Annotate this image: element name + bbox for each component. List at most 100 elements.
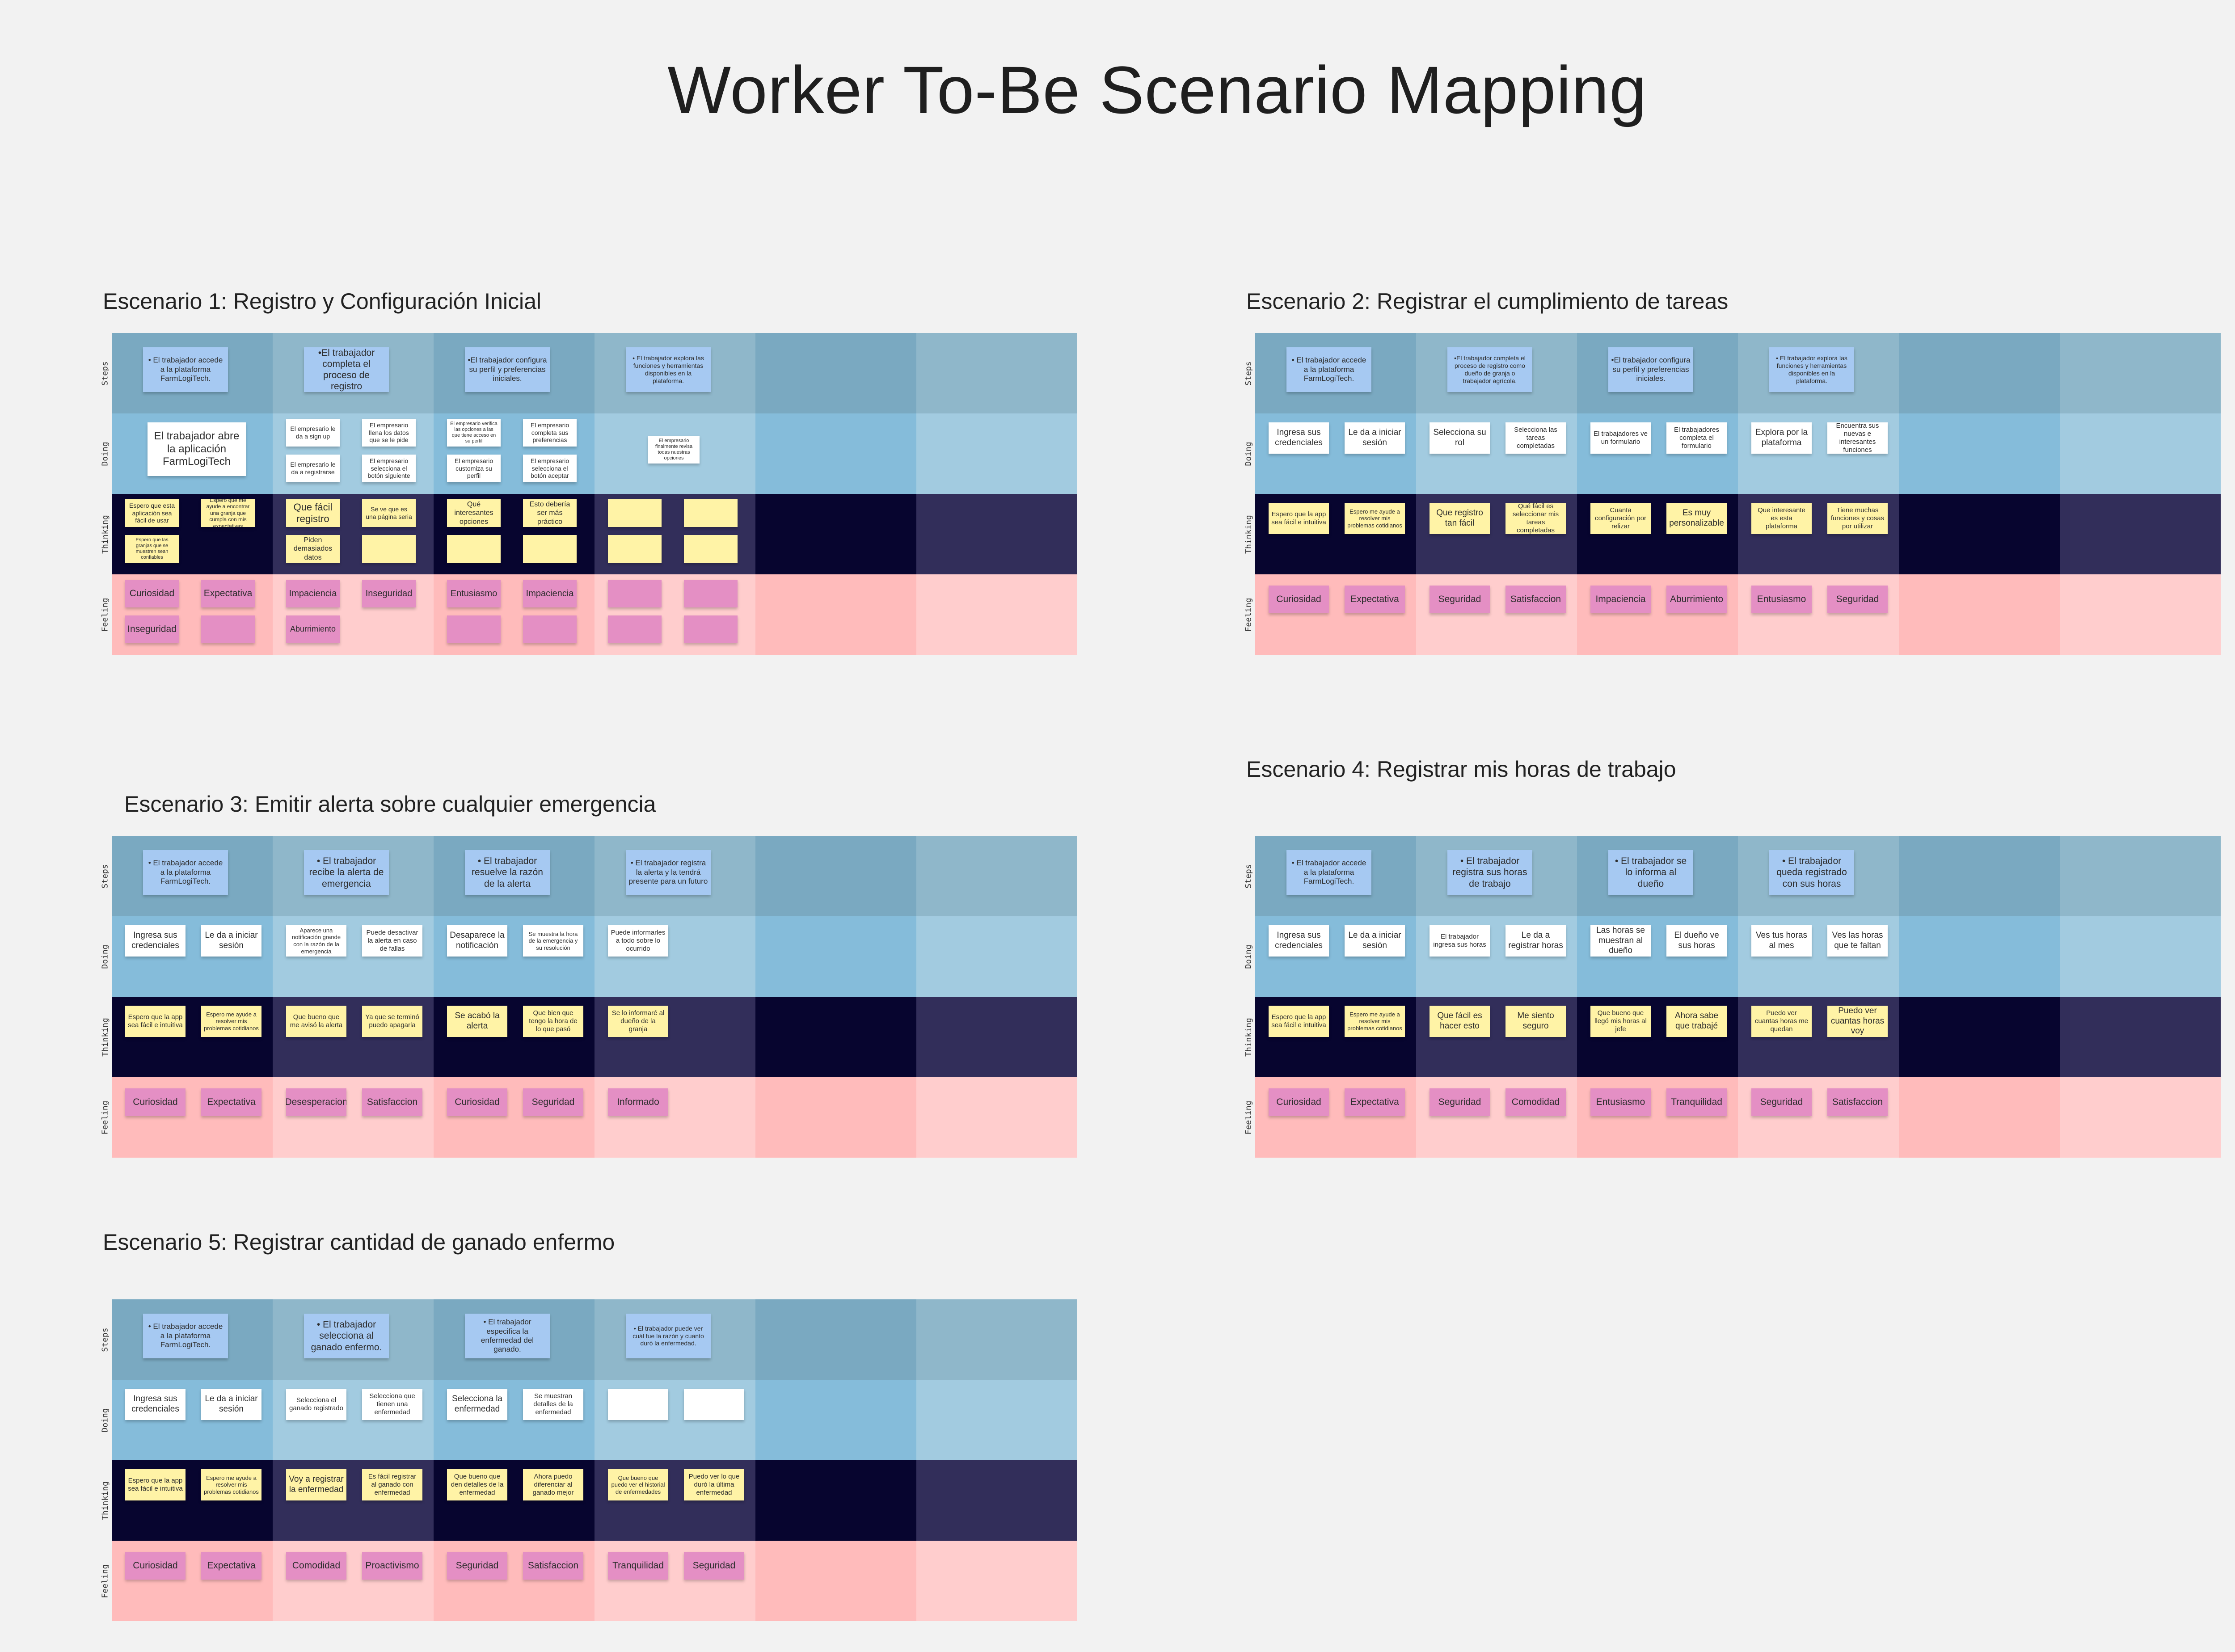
feeling-note[interactable]: Impaciencia [523, 580, 577, 607]
doing-note[interactable]: El empresario le da a registrarse [286, 455, 340, 482]
doing-note[interactable]: El empresario selecciona el botón siguie… [362, 455, 416, 482]
feeling-note[interactable] [608, 615, 662, 643]
thinking-note[interactable]: Esto debería ser más práctico [523, 499, 577, 527]
doing-note[interactable]: Le da a iniciar sesión [1345, 422, 1405, 454]
thinking-note[interactable]: Que fácil es hacer esto [1430, 1006, 1490, 1037]
feeling-note[interactable]: Seguridad [1827, 586, 1888, 613]
doing-note[interactable]: Ves las horas que te faltan [1827, 925, 1888, 957]
thinking-note[interactable]: Qué interesantes opciones [447, 499, 501, 527]
feeling-note[interactable]: Satisfaccion [1505, 586, 1566, 613]
thinking-note[interactable] [608, 535, 662, 563]
feeling-note[interactable]: Curiosidad [125, 1552, 186, 1580]
step-note[interactable]: • El trabajador explora las funciones y … [1769, 347, 1854, 392]
feeling-note[interactable]: Expectativa [201, 1088, 261, 1116]
feeling-note[interactable]: Comodidad [286, 1552, 346, 1580]
feeling-note[interactable]: Seguridad [1430, 586, 1490, 613]
doing-note[interactable]: El empresario le da a sign up [286, 419, 340, 447]
feeling-note[interactable]: Curiosidad [1269, 586, 1329, 613]
doing-note[interactable]: El empresario customiza su perfil [447, 455, 501, 482]
step-note[interactable]: • El trabajador explora las funciones y … [626, 347, 711, 392]
step-note[interactable]: • El trabajador queda registrado con sus… [1769, 850, 1854, 895]
feeling-note[interactable] [201, 615, 255, 643]
thinking-note[interactable]: Que registro tan fácil [1430, 503, 1490, 534]
doing-note[interactable]: El trabajador ingresa sus horas [1430, 925, 1490, 957]
feeling-note[interactable]: Proactivismo [362, 1552, 422, 1580]
thinking-note[interactable]: Voy a registrar la enfermedad [286, 1469, 346, 1500]
thinking-note[interactable]: Ahora sabe que trabajé [1666, 1006, 1727, 1037]
thinking-note[interactable]: Se ve que es una página seria [362, 499, 416, 527]
doing-note[interactable]: Ves tus horas al mes [1751, 925, 1812, 957]
doing-note[interactable]: Se muestra la hora de la emergencia y su… [523, 925, 583, 957]
doing-note[interactable]: El empresario finalmente revisa todas nu… [648, 436, 700, 464]
doing-note[interactable] [608, 1389, 668, 1420]
feeling-note[interactable]: Seguridad [523, 1088, 583, 1116]
doing-note[interactable]: El trabajador abre la aplicación FarmLog… [148, 422, 246, 476]
doing-note[interactable]: El empresario selecciona el botón acepta… [523, 455, 577, 482]
thinking-note[interactable]: Es muy personalizable [1666, 503, 1727, 534]
feeling-note[interactable]: Seguridad [447, 1552, 507, 1580]
doing-note[interactable]: Le da a iniciar sesión [201, 925, 261, 957]
feeling-note[interactable]: Impaciencia [286, 580, 340, 607]
thinking-note[interactable]: Espero que esta aplicación sea fácil de … [125, 499, 179, 527]
step-note[interactable]: • El trabajador registra sus horas de tr… [1447, 850, 1532, 895]
thinking-note[interactable]: Espero que la app sea fácil e intuitiva [1269, 503, 1329, 534]
step-note[interactable]: • El trabajador registra la alerta y la … [626, 850, 711, 895]
thinking-note[interactable]: Que fácil registro [286, 499, 340, 527]
thinking-note[interactable]: Que bueno que puedo ver el historial de … [608, 1469, 668, 1500]
doing-note[interactable]: El empresario llena los datos que se le … [362, 419, 416, 447]
thinking-note[interactable]: Espero me ayude a resolver mis problemas… [1345, 503, 1405, 534]
feeling-note[interactable] [684, 580, 738, 607]
step-note[interactable]: • El trabajador accede a la plataforma F… [143, 347, 228, 392]
thinking-note[interactable]: Puedo ver cuantas horas voy [1827, 1006, 1888, 1037]
thinking-note[interactable]: Espero que la app sea fácil e intuitiva [1269, 1006, 1329, 1037]
thinking-note[interactable]: Espero que la app sea fácil e intuitiva [125, 1006, 186, 1037]
step-note[interactable]: •El trabajador completa el proceso de re… [304, 347, 389, 392]
feeling-note[interactable]: Entusiasmo [1751, 586, 1812, 613]
feeling-note[interactable]: Expectativa [201, 1552, 261, 1580]
step-note[interactable]: • El trabajador accede a la plataforma F… [143, 1314, 228, 1358]
thinking-note[interactable]: Espero me ayude a resolver mis problemas… [201, 1006, 261, 1037]
thinking-note[interactable]: Espero me ayude a resolver mis problemas… [201, 1469, 261, 1500]
thinking-note[interactable]: Se lo informaré al dueño de la granja [608, 1006, 668, 1037]
thinking-note[interactable]: Me siento seguro [1505, 1006, 1566, 1037]
step-note[interactable]: •El trabajador configura su perfil y pre… [1608, 347, 1693, 392]
feeling-note[interactable]: Desesperacion [286, 1088, 346, 1116]
step-note[interactable]: • El trabajador accede a la plataforma F… [1286, 347, 1371, 392]
doing-note[interactable]: Le da a iniciar sesión [1345, 925, 1405, 957]
feeling-note[interactable]: Satisfaccion [362, 1088, 422, 1116]
thinking-note[interactable] [684, 535, 738, 563]
thinking-note[interactable]: Tiene muchas funciones y cosas por utili… [1827, 503, 1888, 534]
feeling-note[interactable]: Informado [608, 1088, 668, 1116]
feeling-note[interactable]: Impaciencia [1590, 586, 1651, 613]
step-note[interactable]: • El trabajador accede a la plataforma F… [1286, 850, 1371, 895]
doing-note[interactable]: Explora por la plataforma [1751, 422, 1812, 454]
doing-note[interactable]: El trabajadores completa el formulario [1666, 422, 1727, 454]
doing-note[interactable]: Selecciona la enfermedad [447, 1389, 507, 1420]
feeling-note[interactable]: Satisfaccion [1827, 1088, 1888, 1116]
doing-note[interactable]: Desaparece la notificación [447, 925, 507, 957]
doing-note[interactable]: Ingresa sus credenciales [1269, 925, 1329, 957]
doing-note[interactable]: Selecciona las tareas completadas [1505, 422, 1566, 454]
step-note[interactable]: • El trabajador recibe la alerta de emer… [304, 850, 389, 895]
feeling-note[interactable]: Curiosidad [125, 580, 179, 607]
doing-note[interactable]: El empresario completa sus preferencias [523, 419, 577, 447]
thinking-note[interactable]: Que bien que tengo la hora de lo que pas… [523, 1006, 583, 1037]
thinking-note[interactable] [608, 499, 662, 527]
thinking-note[interactable]: Espero que me ayude a encontrar una gran… [201, 499, 255, 527]
feeling-note[interactable]: Inseguridad [362, 580, 416, 607]
feeling-note[interactable]: Entusiasmo [447, 580, 501, 607]
thinking-note[interactable] [362, 535, 416, 563]
feeling-note[interactable] [523, 615, 577, 643]
feeling-note[interactable]: Aburrimiento [286, 615, 340, 643]
doing-note[interactable]: Puede desactivar la alerta en caso de fa… [362, 925, 422, 957]
feeling-note[interactable] [608, 580, 662, 607]
feeling-note[interactable]: Aburrimiento [1666, 586, 1727, 613]
feeling-note[interactable]: Satisfaccion [523, 1552, 583, 1580]
doing-note[interactable]: El dueño ve sus horas [1666, 925, 1727, 957]
feeling-note[interactable] [684, 615, 738, 643]
thinking-note[interactable]: Piden demasiados datos [286, 535, 340, 563]
doing-note[interactable]: Le da a registrar horas [1505, 925, 1566, 957]
doing-note[interactable]: El trabajadores ve un formulario [1590, 422, 1651, 454]
thinking-note[interactable]: Que interesante es esta plataforma [1751, 503, 1812, 534]
doing-note[interactable]: Las horas se muestran al dueño [1590, 925, 1651, 957]
